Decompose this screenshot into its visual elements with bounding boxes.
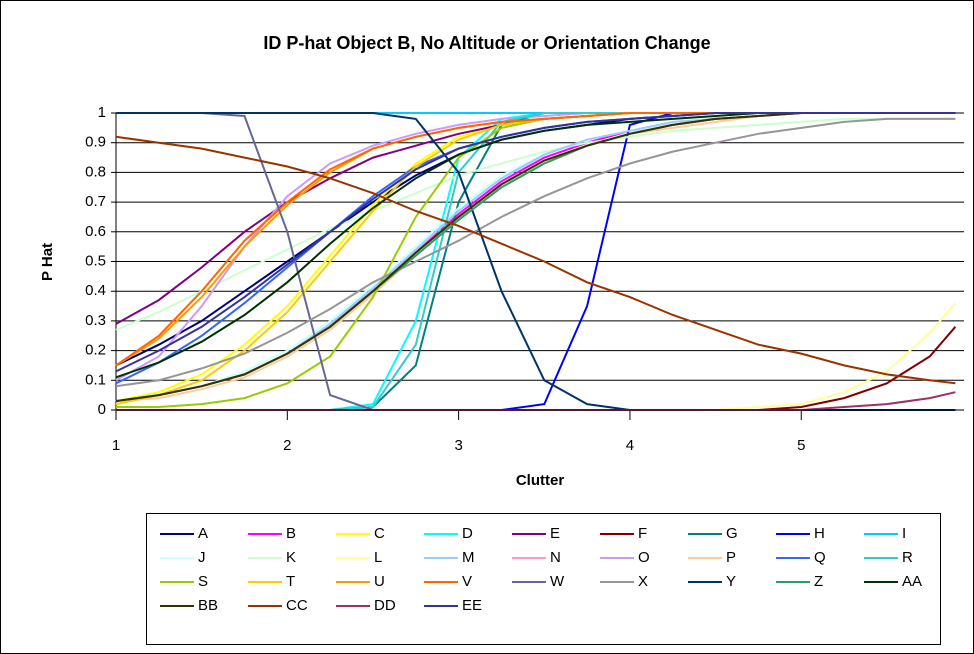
y-tick-label: 0 <box>98 401 106 418</box>
legend-label: N <box>550 549 561 566</box>
legend-label: B <box>286 525 296 542</box>
legend-label: D <box>462 525 473 542</box>
y-tick-label: 0.5 <box>85 252 106 269</box>
legend-label: CC <box>286 597 308 614</box>
legend-label: Q <box>814 549 826 566</box>
legend-label: DD <box>374 597 396 614</box>
legend-label: O <box>638 549 650 566</box>
y-tick-label: 0.7 <box>85 193 106 210</box>
legend-label: P <box>726 549 736 566</box>
y-tick-label: 0.6 <box>85 223 106 240</box>
x-axis-label: Clutter <box>516 472 564 489</box>
chart-title: ID P-hat Object B, No Altitude or Orient… <box>263 33 710 53</box>
legend-label: H <box>814 525 825 542</box>
y-tick-label: 0.9 <box>85 134 106 151</box>
x-tick-label: 2 <box>283 437 291 454</box>
legend-label: V <box>462 573 472 590</box>
x-tick-label: 5 <box>797 437 805 454</box>
legend-label: L <box>374 549 382 566</box>
legend-label: X <box>638 573 648 590</box>
y-tick-label: 0.1 <box>85 371 106 388</box>
legend-label: Z <box>814 573 823 590</box>
y-tick-label: 0.3 <box>85 312 106 329</box>
series-line <box>115 117 956 331</box>
legend-label: K <box>286 549 296 566</box>
series-line <box>115 135 956 385</box>
legend-label: T <box>286 573 295 590</box>
legend-label: J <box>198 549 206 566</box>
legend-label: E <box>550 525 560 542</box>
legend-label: M <box>462 549 475 566</box>
y-tick-label: 0.4 <box>85 282 106 299</box>
x-tick-label: 1 <box>112 437 120 454</box>
legend-label: U <box>374 573 385 590</box>
legend-label: R <box>902 549 913 566</box>
x-tick-label: 3 <box>454 437 462 454</box>
legend-label: A <box>198 525 208 542</box>
series-line <box>115 117 956 388</box>
legend-label: Y <box>726 573 736 590</box>
legend-label: W <box>550 573 565 590</box>
legend-label: C <box>374 525 385 542</box>
y-tick-label: 0.8 <box>85 163 106 180</box>
legend-box <box>146 513 941 645</box>
legend-label: I <box>902 525 906 542</box>
legend-label: S <box>198 573 208 590</box>
y-tick-label: 1 <box>98 104 106 121</box>
y-axis-label: P Hat <box>39 243 56 281</box>
x-tick-label: 4 <box>626 437 634 454</box>
legend-label: EE <box>462 597 482 614</box>
legend-label: AA <box>902 573 922 590</box>
y-tick-label: 0.2 <box>85 342 106 359</box>
legend-label: G <box>726 525 738 542</box>
series-line <box>115 112 956 373</box>
legend-label: F <box>638 525 647 542</box>
legend-label: BB <box>198 597 218 614</box>
